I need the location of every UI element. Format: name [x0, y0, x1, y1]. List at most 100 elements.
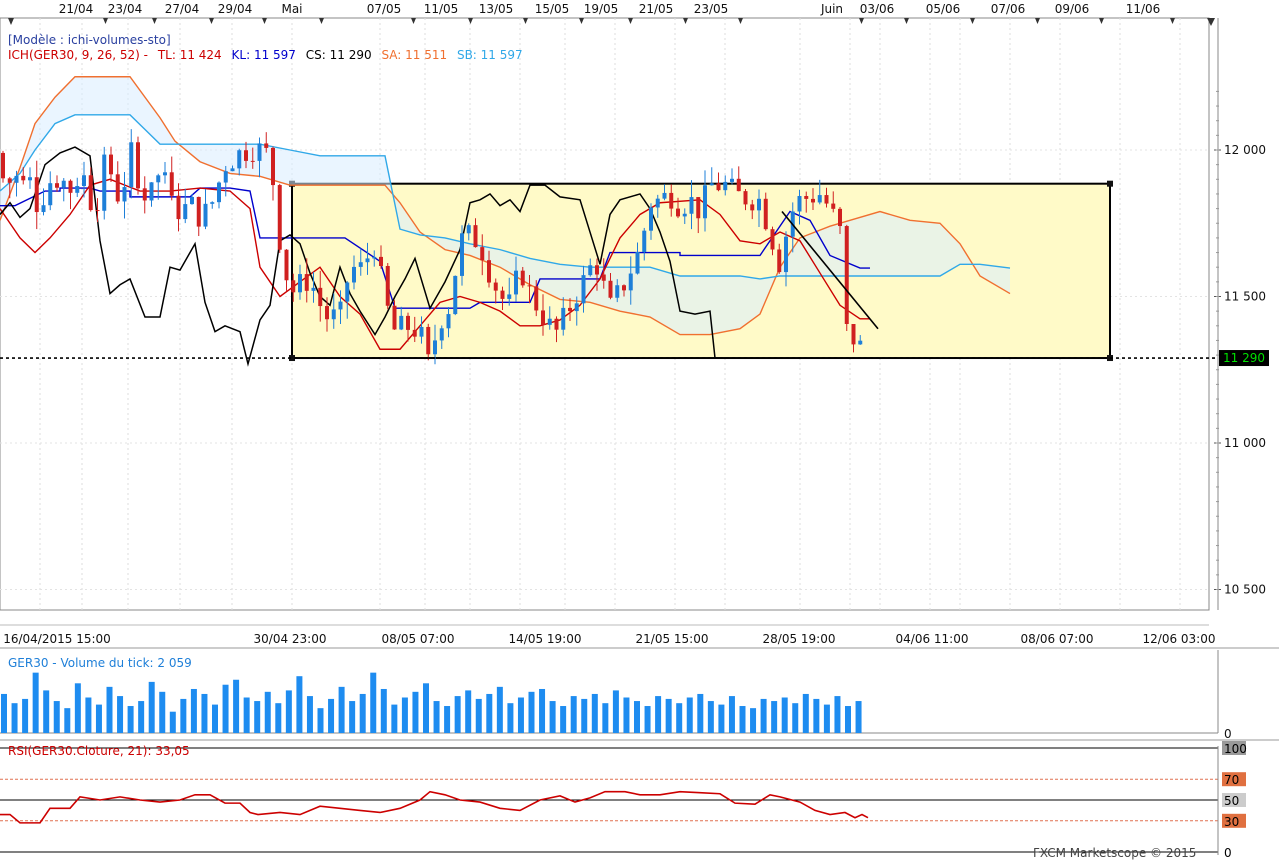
candle-body: [392, 305, 397, 330]
candle-body: [196, 196, 201, 227]
volume-bar: [74, 683, 81, 733]
candle-body: [352, 266, 356, 283]
candle-body: [858, 340, 863, 345]
candle: [730, 168, 734, 185]
volume-label: GER30 - Volume du tick: 2 059: [8, 656, 192, 670]
candle: [311, 271, 316, 303]
candle-body: [777, 249, 782, 273]
candle-body: [399, 315, 404, 330]
candle: [568, 298, 572, 322]
volume-bar: [697, 693, 704, 733]
candle-body: [190, 196, 194, 205]
candle-body: [838, 208, 842, 227]
volume-bar: [728, 696, 735, 733]
volume-bar: [117, 696, 124, 733]
candle-body: [345, 282, 350, 302]
candle: [500, 286, 505, 310]
candle: [669, 184, 674, 217]
candle: [804, 191, 809, 213]
volume-bar: [243, 697, 250, 733]
candle-body: [257, 143, 262, 161]
rsi-label: RSI(GER30.Cloture, 21): 33,05: [8, 744, 190, 758]
date-marker-triangle: [738, 18, 743, 24]
candle: [527, 275, 532, 304]
volume-bar: [444, 706, 451, 733]
candle-body: [183, 204, 188, 220]
candle: [169, 156, 174, 201]
volume-bar: [623, 697, 630, 733]
candle-body: [527, 285, 532, 287]
current-price-label: 11 290: [1223, 351, 1265, 365]
volume-bar: [359, 693, 366, 733]
volume-bar: [264, 691, 271, 733]
chikou-line: [0, 146, 720, 367]
top-date-label: 21/05: [639, 2, 674, 16]
volume-bar: [317, 708, 324, 733]
box-handle: [1107, 180, 1113, 187]
volume-bar: [148, 681, 155, 733]
candle: [696, 197, 701, 234]
candle-body: [156, 175, 161, 183]
volume-bar: [760, 698, 767, 733]
candle-body: [709, 183, 714, 186]
candle: [466, 223, 471, 241]
candle: [75, 177, 80, 197]
volume-bar: [412, 691, 419, 733]
candle: [14, 170, 19, 197]
candle: [851, 324, 856, 353]
candle: [163, 161, 167, 184]
volume-bar: [306, 696, 313, 733]
time-axis: 16/04/2015 15:00 30/04 23:00 08/05 07:00 14…: [0, 624, 1215, 646]
candle: [264, 132, 269, 153]
candle-body: [277, 185, 282, 250]
candle: [817, 179, 822, 205]
candle-body: [55, 183, 59, 188]
top-date-label: Mai: [281, 2, 302, 16]
candle-body: [304, 274, 309, 291]
candle: [493, 278, 498, 304]
current-price-tag: [1219, 350, 1269, 367]
rsi-line: [0, 790, 869, 824]
date-marker-triangle: [628, 18, 633, 24]
candle-body: [547, 318, 552, 325]
candle: [109, 146, 113, 183]
rsi-panel: 100 70 50 30 0: [0, 741, 1247, 860]
candle-body: [325, 306, 329, 320]
candle-body: [507, 294, 512, 299]
volume-bar: [591, 693, 598, 733]
top-date-label: 11/05: [424, 2, 459, 16]
candle-body: [149, 182, 154, 201]
candle-body: [7, 178, 12, 183]
date-marker-triangle: [262, 18, 267, 24]
date-marker-triangle: [152, 18, 157, 24]
candle-body: [622, 285, 626, 291]
candle-body: [122, 187, 127, 202]
top-date-label: 27/04: [165, 2, 200, 16]
kijun-value: KL: 11 597: [232, 48, 296, 62]
candle: [379, 245, 383, 269]
date-marker-triangle: [1035, 18, 1040, 24]
volume-bar: [581, 698, 588, 733]
volume-bar: [64, 708, 71, 733]
top-date-label: 15/05: [535, 2, 570, 16]
candle: [385, 263, 390, 310]
candle: [844, 224, 849, 331]
candle: [345, 281, 350, 319]
candle: [824, 187, 829, 208]
candle: [757, 189, 761, 227]
candle-body: [487, 260, 491, 283]
volume-bar: [465, 690, 472, 733]
candle: [858, 335, 863, 345]
candle-body: [142, 188, 147, 201]
candle-body: [358, 262, 363, 267]
candle: [257, 137, 262, 178]
candle: [635, 242, 640, 275]
candle: [142, 176, 147, 214]
volume-bar: [95, 704, 102, 733]
candle: [304, 258, 309, 303]
time-axis-label: 21/05 15:00: [636, 632, 709, 646]
candle-body: [102, 154, 107, 211]
candle: [601, 258, 606, 289]
